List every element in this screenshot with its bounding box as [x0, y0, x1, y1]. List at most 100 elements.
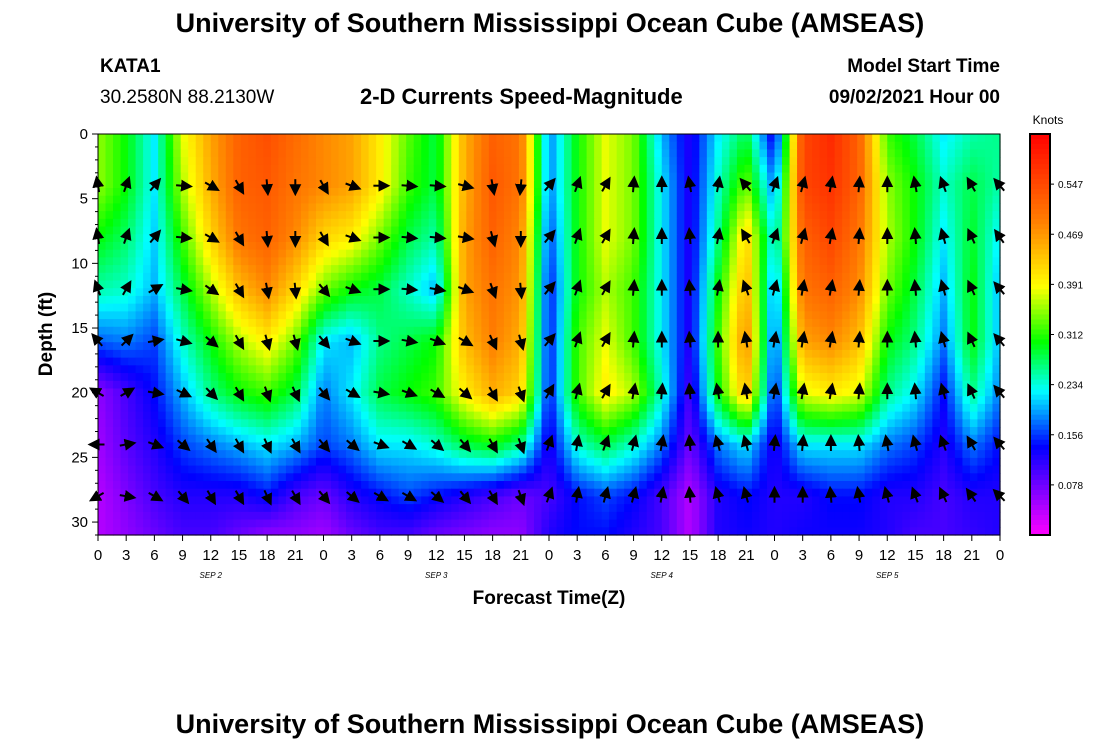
- heatmap-cell: [631, 249, 640, 258]
- heatmap-cell: [188, 141, 197, 151]
- heatmap-cell: [443, 195, 452, 204]
- heatmap-cell: [857, 373, 866, 382]
- heatmap-cell: [331, 373, 340, 382]
- heatmap-cell: [421, 342, 430, 351]
- heatmap-cell: [406, 427, 415, 436]
- heatmap-cell: [210, 195, 219, 204]
- heatmap-cell: [496, 218, 505, 228]
- heatmap-cell: [473, 419, 482, 428]
- heatmap-cell: [939, 365, 948, 374]
- heatmap-cell: [331, 442, 340, 451]
- heatmap-cell: [518, 349, 528, 359]
- heatmap-cell: [932, 373, 941, 382]
- heatmap-cell: [533, 141, 543, 151]
- heatmap-cell: [977, 249, 986, 258]
- heatmap-cell: [556, 427, 565, 436]
- heatmap-cell: [421, 388, 430, 397]
- heatmap-cell: [481, 164, 490, 174]
- heatmap-cell: [827, 303, 836, 312]
- heatmap-cell: [556, 295, 565, 305]
- heatmap-cell: [488, 311, 497, 320]
- heatmap-cell: [586, 272, 595, 282]
- heatmap-cell: [654, 319, 663, 328]
- heatmap-cell: [383, 280, 392, 289]
- heatmap-cell: [646, 373, 655, 382]
- heatmap-cell: [526, 295, 535, 305]
- heatmap-cell: [203, 396, 212, 405]
- heatmap-cell: [188, 342, 197, 351]
- heatmap-cell: [864, 326, 873, 336]
- heatmap-cell: [714, 265, 723, 274]
- heatmap-cell: [797, 141, 806, 151]
- heatmap-cell: [173, 203, 182, 212]
- heatmap-cell: [834, 180, 843, 189]
- heatmap-cell: [872, 334, 881, 343]
- heatmap-cell: [879, 195, 888, 204]
- heatmap-cell: [684, 342, 693, 351]
- heatmap-cell: [98, 326, 107, 336]
- heatmap-cell: [646, 272, 655, 282]
- heatmap-cell: [977, 288, 986, 297]
- heatmap-cell: [706, 257, 715, 266]
- heatmap-cell: [564, 326, 573, 336]
- heatmap-cell: [827, 342, 836, 351]
- heatmap-cell: [594, 265, 603, 274]
- heatmap-cell: [368, 295, 377, 305]
- heatmap-cell: [248, 149, 257, 158]
- heatmap-cell: [255, 134, 264, 143]
- heatmap-cell: [586, 226, 595, 235]
- heatmap-cell: [466, 295, 475, 305]
- heatmap-cell: [225, 141, 234, 151]
- heatmap-cell: [481, 172, 490, 181]
- heatmap-cell: [203, 195, 212, 204]
- heatmap-cell: [812, 187, 821, 197]
- heatmap-cell: [744, 211, 753, 220]
- heatmap-cell: [819, 203, 828, 212]
- heatmap-cell: [233, 257, 242, 266]
- heatmap-cell: [631, 403, 640, 413]
- heatmap-cell: [549, 380, 558, 390]
- heatmap-cell: [631, 211, 640, 220]
- heatmap-cell: [962, 149, 971, 158]
- heatmap-cell: [549, 134, 558, 143]
- heatmap-cell: [173, 149, 182, 158]
- heatmap-cell: [736, 326, 746, 336]
- heatmap-cell: [255, 427, 264, 436]
- heatmap-cell: [872, 365, 881, 374]
- heatmap-cell: [526, 157, 535, 166]
- heatmap-cell: [165, 180, 174, 189]
- heatmap-cell: [240, 388, 249, 397]
- heatmap-cell: [849, 357, 858, 366]
- heatmap-cell: [849, 195, 858, 204]
- heatmap-cell: [992, 272, 1001, 282]
- heatmap-cell: [458, 211, 467, 220]
- heatmap-cell: [120, 265, 129, 274]
- heatmap-cell: [240, 349, 249, 359]
- station-id: KATA1: [100, 56, 161, 77]
- heatmap-cell: [533, 164, 543, 174]
- heatmap-cell: [556, 419, 565, 428]
- heatmap-cell: [398, 288, 407, 297]
- heatmap-cell: [676, 388, 685, 397]
- heatmap-cell: [180, 380, 189, 390]
- heatmap-cell: [586, 241, 595, 251]
- heatmap-cell: [609, 249, 618, 258]
- heatmap-cell: [616, 303, 625, 312]
- heatmap-cell: [564, 149, 573, 158]
- heatmap-cell: [676, 403, 685, 413]
- heatmap-cell: [706, 411, 715, 420]
- heatmap-cell: [932, 411, 941, 420]
- heatmap-cell: [488, 134, 497, 143]
- heatmap-cell: [353, 257, 362, 266]
- heatmap-cell: [323, 434, 332, 444]
- heatmap-cell: [601, 427, 610, 436]
- heatmap-cell: [631, 303, 640, 312]
- heatmap-cell: [398, 141, 407, 151]
- heatmap-cell: [721, 434, 730, 444]
- heatmap-cell: [323, 349, 332, 359]
- heatmap-cell: [902, 164, 911, 174]
- heatmap-cell: [323, 157, 332, 166]
- heatmap-cell: [218, 265, 227, 274]
- heatmap-cell: [902, 280, 911, 289]
- heatmap-cell: [669, 311, 678, 320]
